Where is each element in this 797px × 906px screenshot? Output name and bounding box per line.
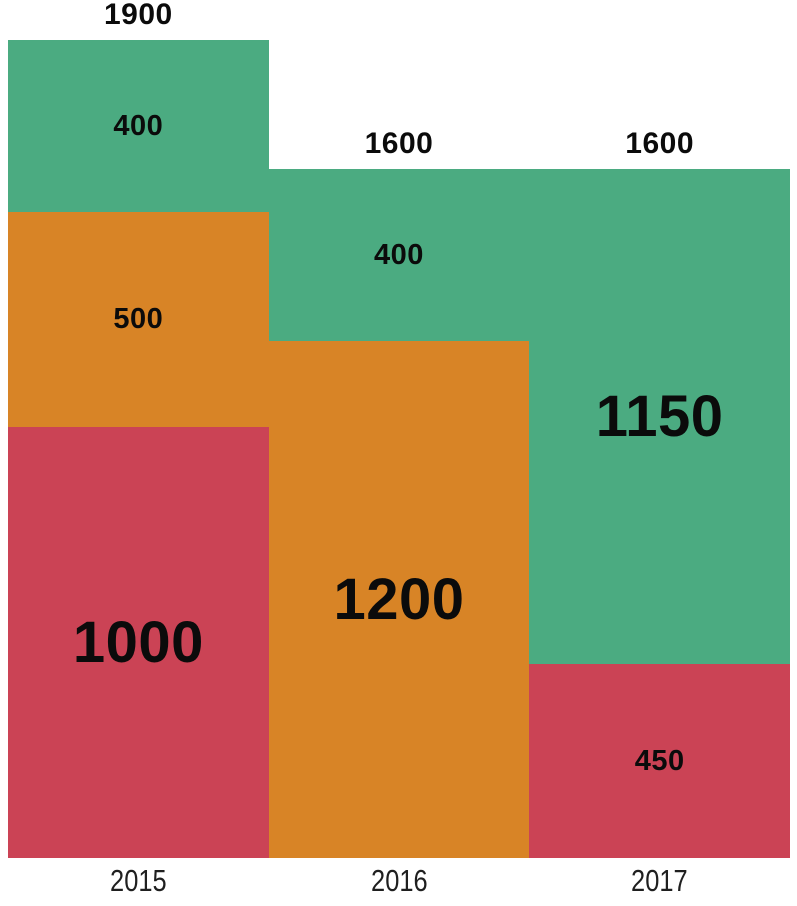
bar-segment-2017-green[interactable]: 1150 [529,169,790,665]
bar-total-label: 1600 [364,127,434,161]
segment-value-label: 450 [634,744,685,777]
bar-segment-2015-red[interactable]: 1000 [8,427,269,858]
x-axis-label-2016: 2016 [370,863,428,898]
bar-segment-2017-red[interactable]: 450 [529,664,790,858]
segment-value-label: 1200 [333,566,465,632]
segment-value-label: 400 [374,238,424,271]
segment-value-label: 400 [113,109,164,142]
segment-value-label: 1000 [72,609,204,675]
bar-segment-2015-green[interactable]: 400 [8,40,269,213]
bar-total-label: 1600 [625,127,695,161]
bar-segment-2015-orange[interactable]: 500 [8,212,269,428]
bar-total-label: 1900 [103,0,173,31]
segment-value-label: 500 [113,303,164,336]
bar-segment-2016-orange[interactable]: 1200 [268,341,530,858]
bar-segment-2016-green[interactable]: 400 [268,169,530,342]
segment-value-label: 1150 [595,383,724,449]
x-axis-label-2017: 2017 [631,863,688,898]
x-axis-label-2015: 2015 [110,863,167,898]
